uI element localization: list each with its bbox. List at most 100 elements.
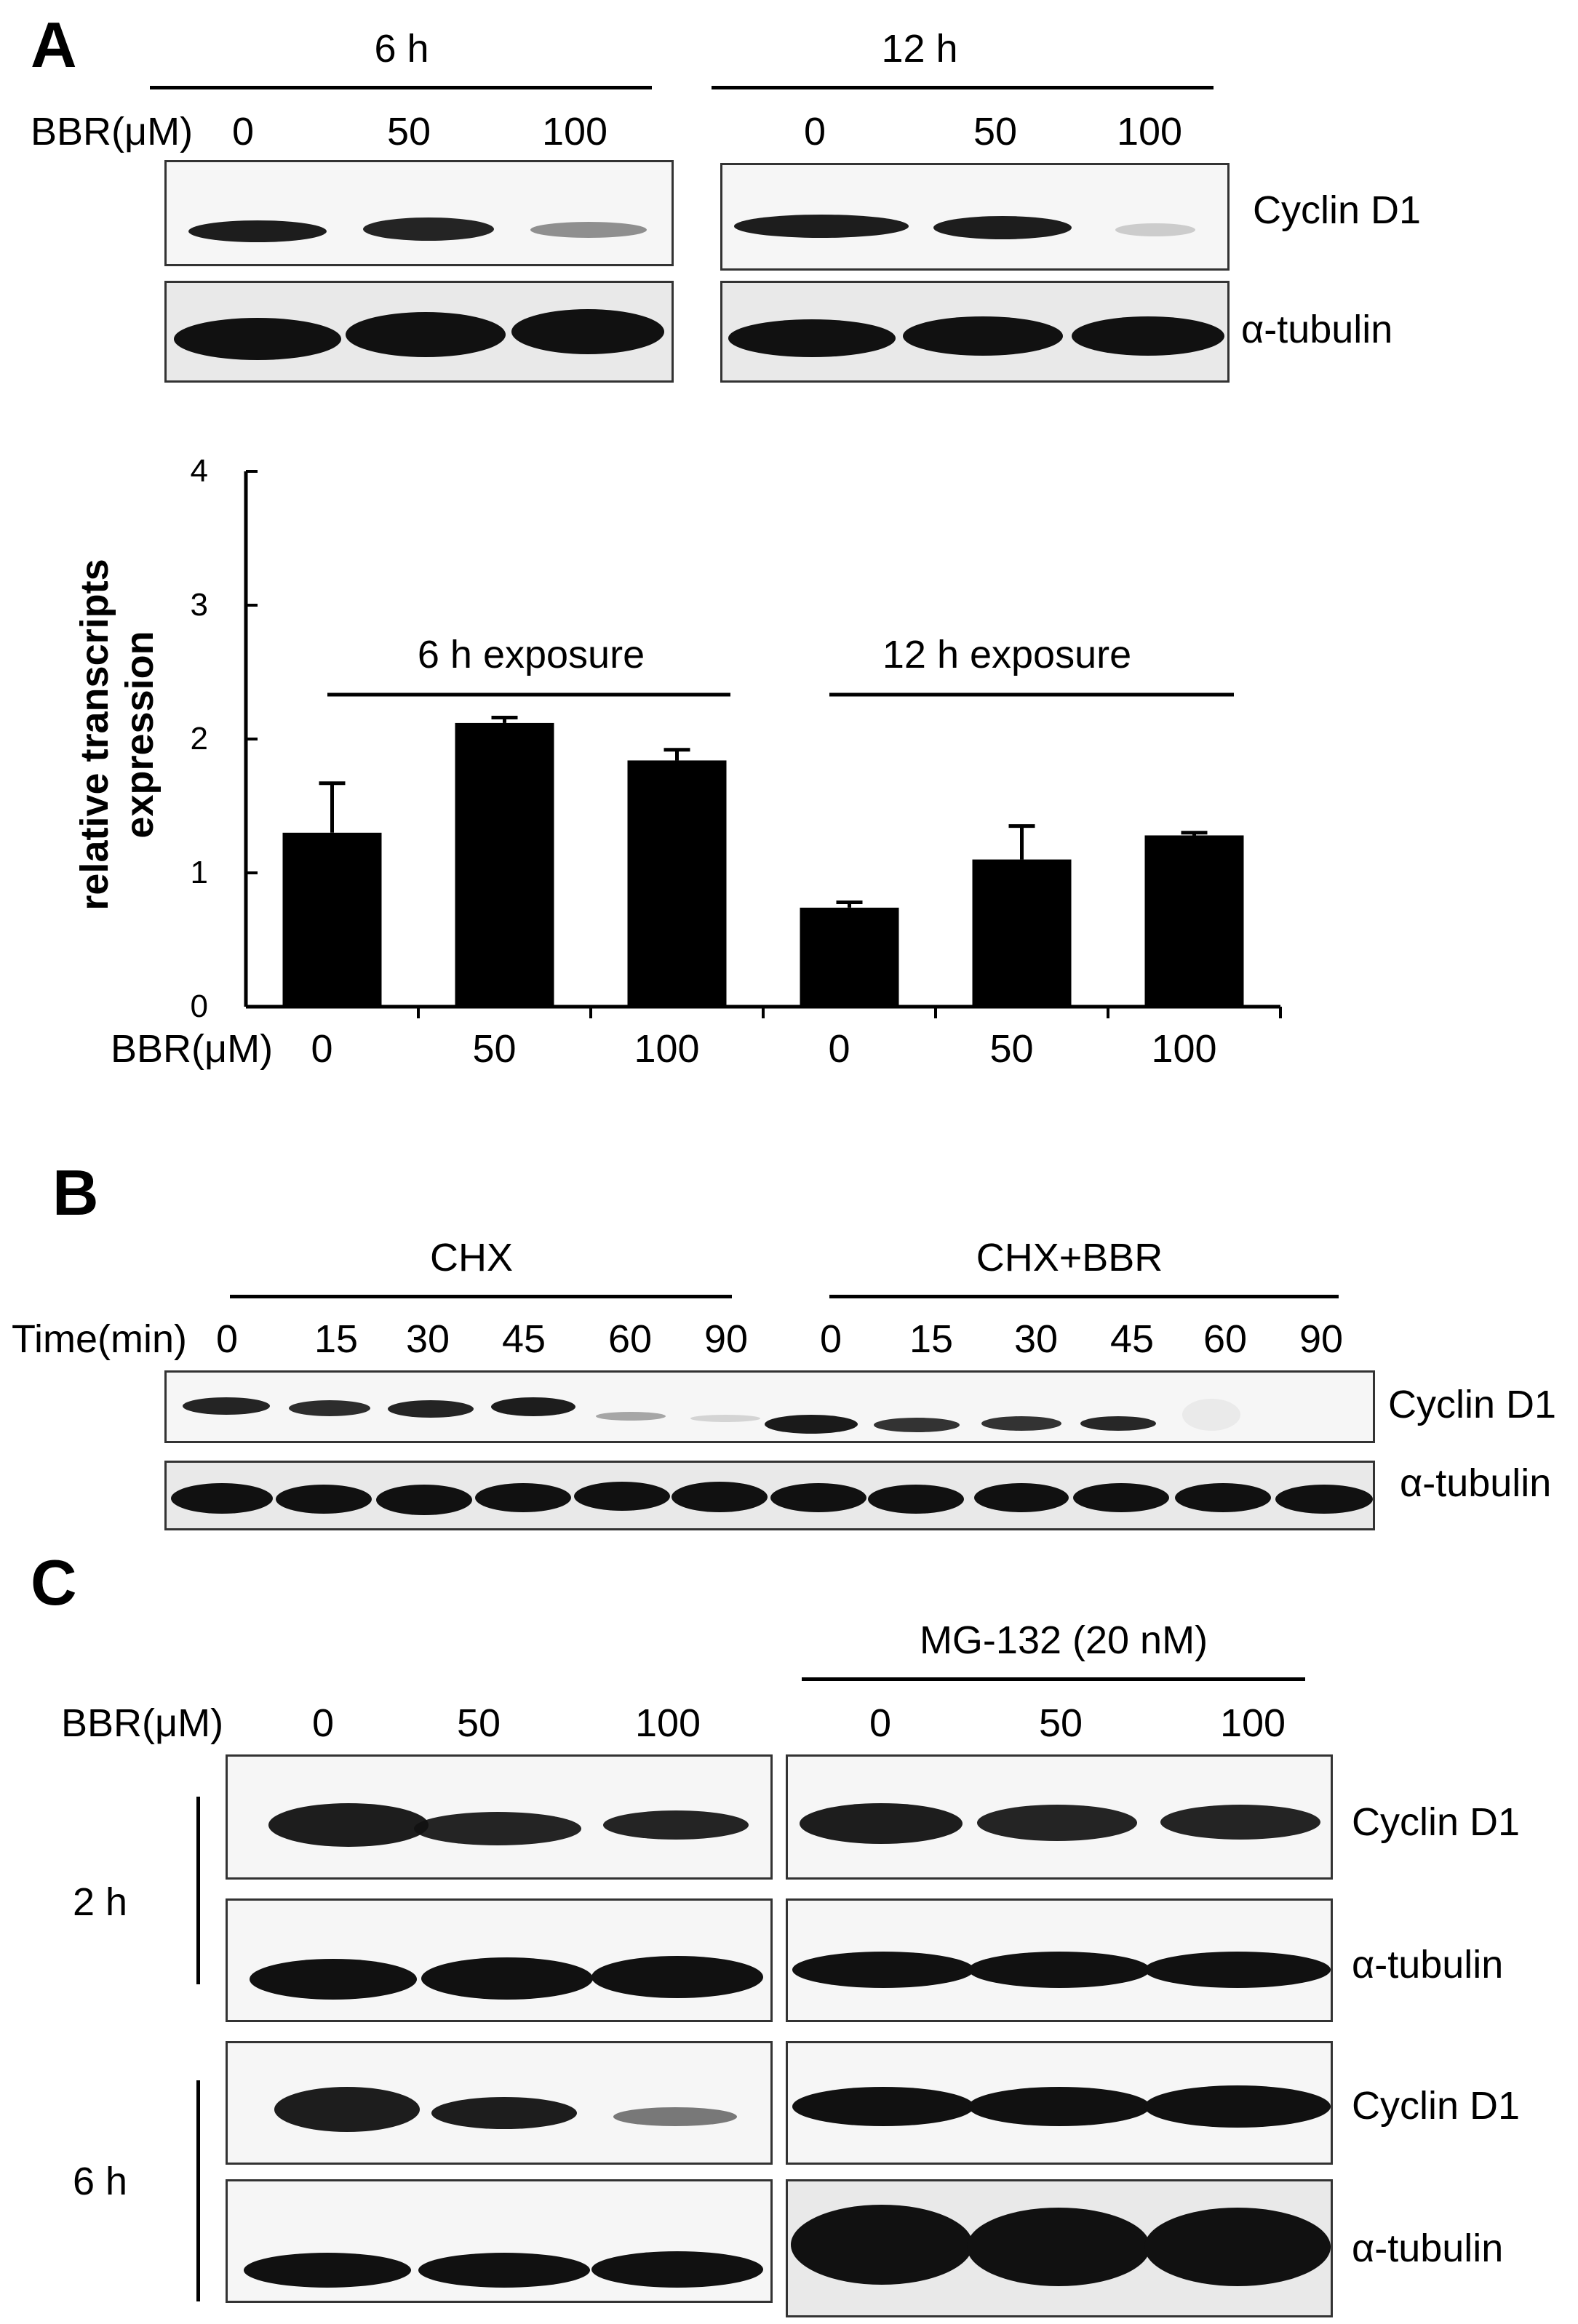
panel-c-dose-label: 100 xyxy=(634,1701,701,1745)
band xyxy=(874,1418,960,1432)
band xyxy=(388,1400,474,1418)
band xyxy=(188,220,327,242)
band xyxy=(174,318,341,360)
band xyxy=(591,1956,763,1998)
y-tick-label: 1 xyxy=(191,855,208,890)
panel-c-time-label: 2 h xyxy=(73,1880,128,1924)
bar xyxy=(800,907,899,1007)
panel-b-time-value: 90 xyxy=(704,1317,749,1361)
band xyxy=(376,1485,472,1515)
panel-b-time-value: 30 xyxy=(405,1317,450,1361)
band xyxy=(603,1810,749,1840)
panel-b-group-chx-bbr: CHX+BBR xyxy=(976,1236,1163,1279)
blot-a-tubulin-12h xyxy=(720,281,1230,383)
blot-a-tubulin-6h xyxy=(164,281,674,383)
x-tick-label: 100 xyxy=(634,1027,699,1071)
band xyxy=(1073,1483,1169,1512)
panel-a-time-6h: 6 h xyxy=(374,27,429,71)
panel-a-protein-label: Cyclin D1 xyxy=(1253,188,1422,232)
panel-c-dose-label: 100 xyxy=(1219,1701,1286,1745)
panel-a-time-rule-6h xyxy=(150,86,652,89)
panel-a-dose-label: 50 xyxy=(386,110,431,153)
band xyxy=(574,1482,670,1511)
band xyxy=(728,319,896,357)
panel-a-letter: A xyxy=(31,9,77,81)
band xyxy=(672,1482,768,1512)
band xyxy=(1175,1483,1271,1512)
blot-a-cyclin-6h xyxy=(164,160,674,266)
panel-c-protein-label: Cyclin D1 xyxy=(1352,2084,1521,2128)
group-label: 6 h exposure xyxy=(418,633,645,676)
blot-c-cyclin-2h xyxy=(226,1754,773,1880)
band xyxy=(276,1485,372,1514)
band xyxy=(268,1803,429,1847)
blot-c-cyclin-2h-mg132 xyxy=(786,1754,1333,1880)
bar xyxy=(1144,835,1244,1007)
panel-b-letter: B xyxy=(52,1157,99,1229)
blot-c-tubulin-6h-mg132 xyxy=(786,2179,1333,2317)
chart-labels: 0 1 2 3 4 relative transcriptsexpression 0 50 10… xyxy=(73,453,1234,1071)
band xyxy=(596,1412,666,1421)
band xyxy=(274,2087,420,2132)
panel-b-time-value: 60 xyxy=(1203,1317,1248,1361)
x-tick-label: 0 xyxy=(311,1027,332,1071)
band xyxy=(968,1952,1150,1988)
blot-b-tubulin xyxy=(164,1461,1375,1530)
band xyxy=(183,1397,270,1415)
panel-b-group-chx: CHX xyxy=(429,1236,514,1279)
y-tick-label: 3 xyxy=(191,587,208,623)
bar-chart: 0 1 2 3 4 relative transcriptsexpression 0 50 10… xyxy=(73,453,1282,1071)
band xyxy=(1144,1952,1331,1988)
panel-c-protein-label: α-tubulin xyxy=(1352,1943,1504,1986)
band xyxy=(765,1415,858,1434)
band xyxy=(530,222,647,238)
chart-bars xyxy=(282,716,1244,1007)
panel-a-bbr-label: BBR(μM) xyxy=(31,110,194,153)
panel-a-dose-label: 100 xyxy=(541,110,608,153)
panel-c-dose-label: 0 xyxy=(311,1701,335,1745)
panel-a-time-12h: 12 h xyxy=(881,27,958,71)
panel-c-dose-label: 50 xyxy=(1038,1701,1083,1745)
y-tick-label: 0 xyxy=(191,989,208,1024)
band xyxy=(244,2253,411,2288)
band xyxy=(1182,1399,1240,1431)
blot-b-cyclin xyxy=(164,1370,1375,1443)
panel-a-dose-label: 50 xyxy=(973,110,1018,153)
panel-c-protein-label: α-tubulin xyxy=(1352,2227,1504,2270)
y-tick-label: 2 xyxy=(191,721,208,756)
band xyxy=(511,309,664,354)
band xyxy=(933,216,1072,239)
x-tick-label: 50 xyxy=(472,1027,516,1071)
panel-b-protein-label: α-tubulin xyxy=(1400,1461,1552,1505)
blot-c-tubulin-2h xyxy=(226,1898,773,2022)
x-axis-label: BBR(μM) xyxy=(111,1027,273,1071)
band xyxy=(967,2208,1150,2286)
band xyxy=(1080,1416,1156,1431)
panel-b-time-value: 0 xyxy=(215,1317,239,1361)
band xyxy=(289,1400,370,1416)
panel-c-treatment-rule xyxy=(802,1677,1305,1681)
panel-b-time-value: 0 xyxy=(819,1317,842,1361)
band xyxy=(968,2087,1150,2126)
y-axis-label: relative transcriptsexpression xyxy=(73,559,162,910)
band xyxy=(421,1957,593,2000)
band xyxy=(690,1415,760,1422)
panel-a-dose-label: 0 xyxy=(231,110,255,153)
band xyxy=(414,1812,581,1845)
bar xyxy=(627,760,727,1007)
band xyxy=(791,2205,973,2285)
panel-b-time-value: 30 xyxy=(1013,1317,1059,1361)
panel-c-dose-label: 50 xyxy=(456,1701,501,1745)
band xyxy=(1144,2085,1331,2128)
bar xyxy=(972,859,1072,1007)
panel-b-time-value: 15 xyxy=(909,1317,954,1361)
panel-b-time-value: 90 xyxy=(1299,1317,1344,1361)
band xyxy=(903,316,1063,356)
band xyxy=(1072,316,1224,356)
band xyxy=(868,1485,964,1514)
panel-b-group-rule-chx-bbr xyxy=(829,1295,1339,1298)
band xyxy=(418,2253,590,2288)
panel-a-protein-label: α-tubulin xyxy=(1241,308,1393,351)
panel-c-bracket-2h xyxy=(196,1797,200,1984)
band xyxy=(1275,1485,1373,1514)
